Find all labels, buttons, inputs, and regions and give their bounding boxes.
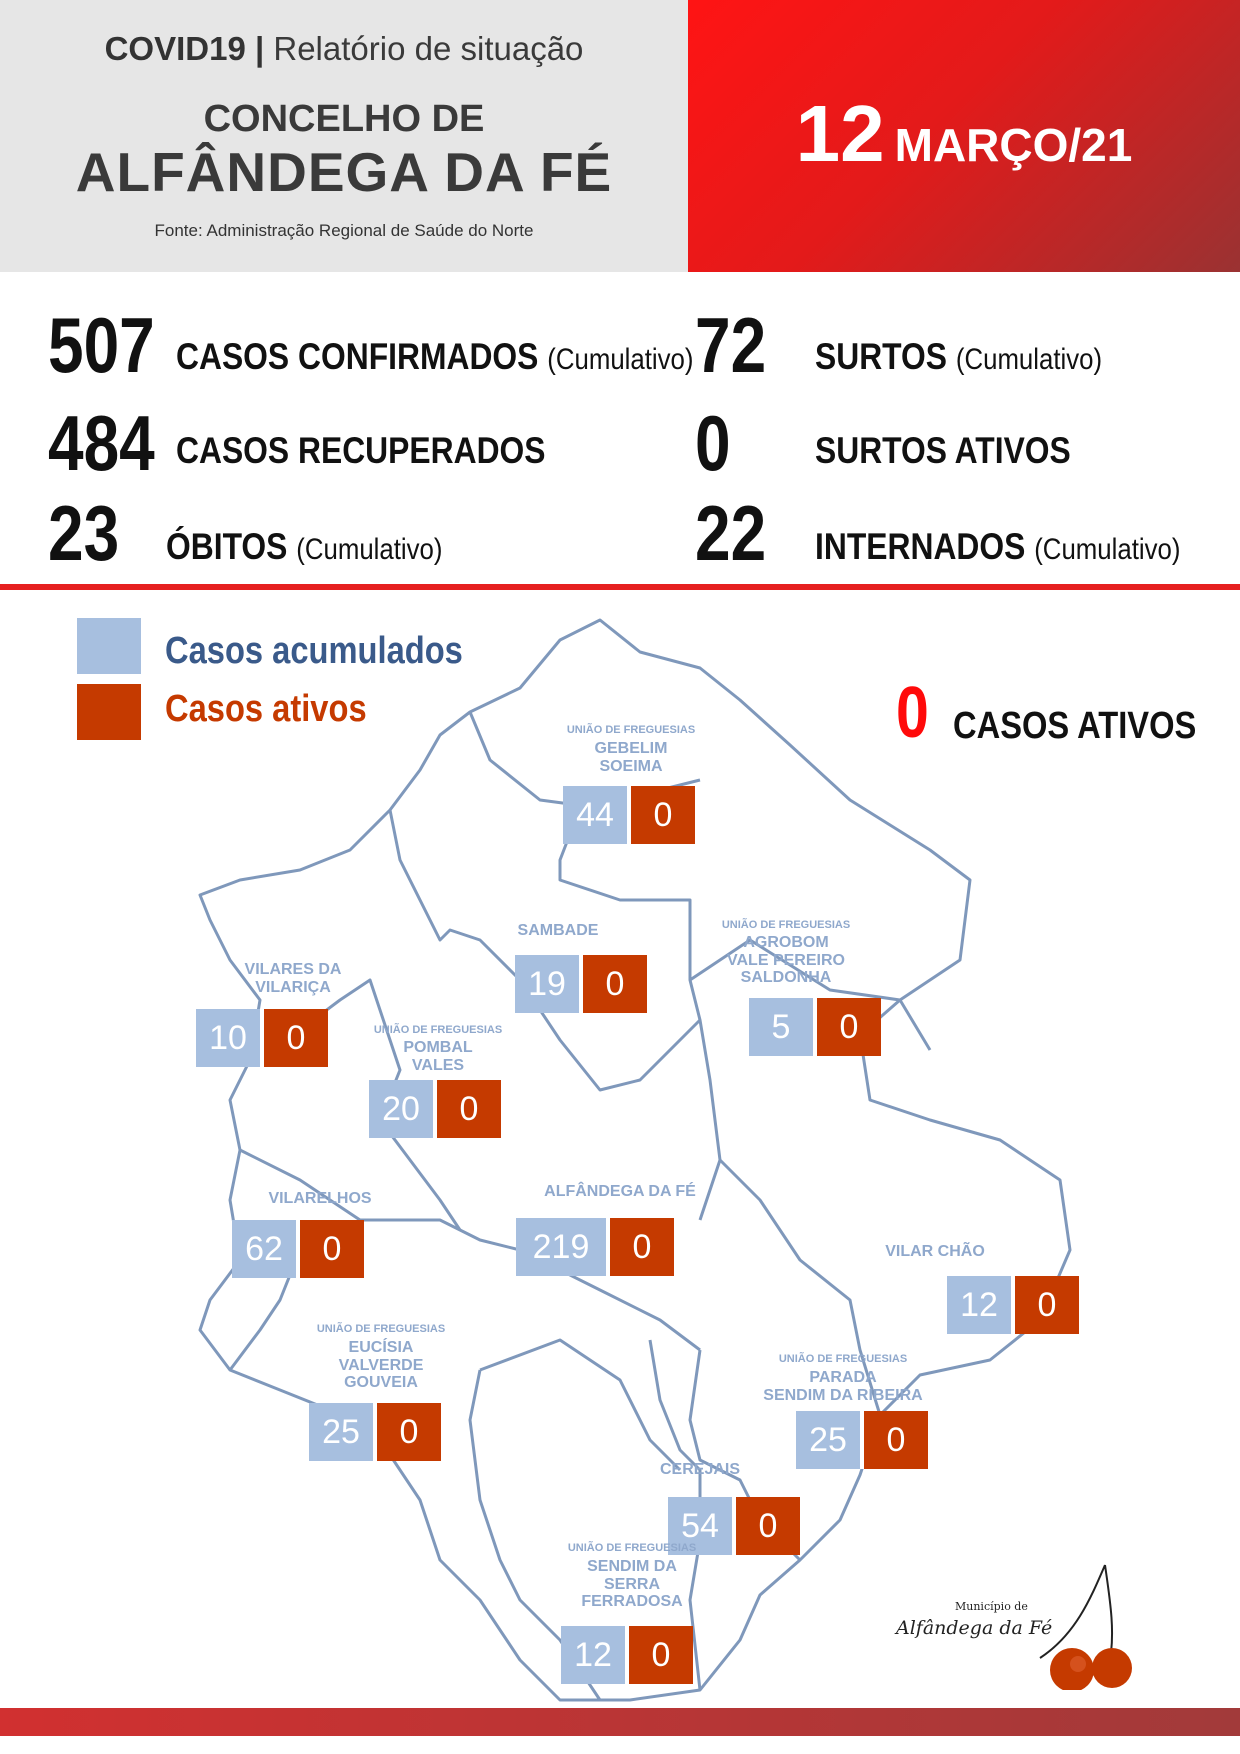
parish-counts-vilarelhos: 62 0: [232, 1220, 364, 1278]
parish-note: UNIÃO DE FREGUESIAS: [721, 919, 851, 931]
parish-note: UNIÃO DE FREGUESIAS: [566, 724, 696, 736]
date-panel: [688, 0, 1240, 272]
parish-name-vilares-da-vilarica: VILARES DA VILARIÇA: [244, 961, 342, 996]
parish-border: [299, 978, 462, 1231]
parish-border: [718, 1158, 882, 1416]
parish-name-pombal-vales: POMBAL VALES: [403, 1039, 473, 1074]
stat-hospitalized-value: 22: [695, 489, 767, 577]
parish-name-cerejais: CEREJAIS: [659, 1461, 741, 1478]
svg-text:Município de: Município de: [955, 1600, 1028, 1613]
parish-counts-eucisia: 25 0: [309, 1403, 441, 1461]
parish-note: UNIÃO DE FREGUESIAS: [316, 1323, 446, 1335]
parish-counts-vilar-chao: 12 0: [947, 1276, 1079, 1334]
parish-note: UNIÃO DE FREGUESIAS: [778, 1353, 908, 1365]
municipality-name: ALFÂNDEGA DA FÉ: [75, 141, 613, 203]
parish-name-parada: PARADA SENDIM DA RIBEIRA: [763, 1369, 923, 1404]
legend-accumulated-swatch: [77, 618, 141, 674]
section-divider: [0, 584, 1240, 590]
parish-counts-gebelim-soeima: 44 0: [563, 786, 695, 844]
report-date: 12 MARÇO/21: [795, 89, 1133, 178]
parish-border: [388, 809, 702, 1092]
stat-confirmed-value: 507: [48, 301, 155, 389]
footer-bar: [0, 1708, 1240, 1736]
parish-name-eucisia: EUCÍSIA VALVERDE GOUVEIA: [338, 1339, 424, 1392]
parish-name-agrobom: AGROBOM VALE PEREIRO SALDONHA: [727, 934, 845, 987]
parish-name-vilar-chao: VILAR CHÃO: [885, 1243, 985, 1260]
stat-active-outbreaks-value: 0: [695, 399, 731, 487]
county-boundary: [198, 618, 1072, 1702]
parish-note: UNIÃO DE FREGUESIAS: [373, 1024, 503, 1036]
stat-deaths-label: ÓBITOS (Cumulativo): [166, 526, 443, 567]
report-title: COVID19 | Relatório de situação: [104, 30, 584, 67]
parish-name-sendim-da-serra: SENDIM DA SERRA FERRADOSA: [581, 1558, 683, 1611]
svg-text:Alfândega da Fé: Alfândega da Fé: [894, 1617, 1052, 1639]
parish-note: UNIÃO DE FREGUESIAS: [567, 1542, 697, 1554]
parish-border: [239, 1148, 701, 1352]
parish-counts-pombal-vales: 20 0: [369, 1080, 501, 1138]
stat-recovered-value: 484: [48, 399, 155, 487]
stat-outbreaks-label: SURTOS (Cumulativo): [815, 336, 1103, 377]
parish-border: [479, 1338, 682, 1472]
parish-border: [689, 938, 932, 1051]
source-note: Fonte: Administração Regional de Saúde d…: [154, 221, 534, 240]
parish-border: [558, 807, 722, 1221]
parish-border: [468, 1369, 602, 1701]
parish-counts-sendim-da-serra: 12 0: [561, 1626, 693, 1684]
parish-name-vilarelhos: VILARELHOS: [268, 1190, 372, 1207]
parish-counts-parada: 25 0: [796, 1411, 928, 1469]
stat-outbreaks-value: 72: [695, 301, 767, 389]
parish-counts-sambade: 19 0: [515, 955, 647, 1013]
legend-accumulated-label: Casos acumulados: [165, 630, 463, 672]
parish-border: [648, 1339, 702, 1691]
parish-name-gebelim-soeima: GEBELIM SOEIMA: [594, 740, 668, 775]
concelho-label: CONCELHO DE: [203, 98, 485, 140]
stat-active-outbreaks-label: SURTOS ATIVOS: [815, 430, 1071, 471]
header-panel: [0, 0, 688, 272]
parish-counts-vilares-da-vilarica: 10 0: [196, 1009, 328, 1067]
stat-hospitalized-label: INTERNADOS (Cumulativo): [815, 526, 1181, 567]
legend-active-label: Casos ativos: [165, 688, 367, 730]
parish-counts-alfandega-da-fe: 219 0: [516, 1218, 674, 1276]
active-cases-total-label: CASOS ATIVOS: [953, 705, 1197, 747]
parish-counts-cerejais: 54 0: [668, 1497, 800, 1555]
active-cases-total-value: 0: [896, 673, 929, 753]
municipality-logo: Município de Alfândega da Fé: [894, 1564, 1132, 1690]
stat-confirmed-label: CASOS CONFIRMADOS (Cumulativo): [176, 336, 694, 377]
parish-name-alfandega-da-fe: ALFÂNDEGA DA FÉ: [544, 1183, 696, 1200]
stat-deaths-value: 23: [48, 489, 120, 577]
stat-recovered-label: CASOS RECUPERADOS: [176, 430, 546, 471]
parish-name-sambade: SAMBADE: [517, 922, 599, 939]
legend-active-swatch: [77, 684, 141, 740]
